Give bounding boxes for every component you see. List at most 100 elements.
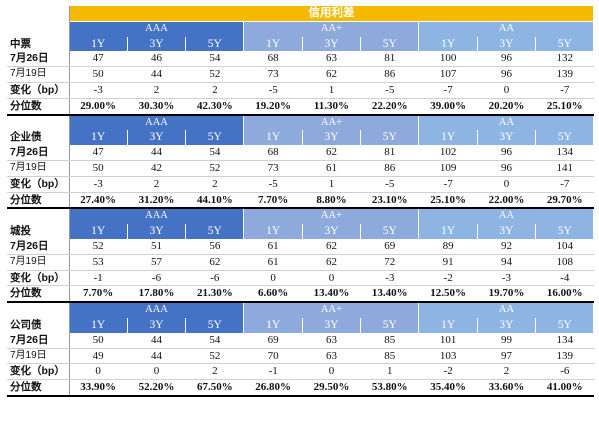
value-cell: 85: [360, 348, 420, 365]
tenor-header-row: 公司债 1Y 3Y 5Y 1Y 3Y 5Y 1Y 3Y 5Y: [7, 317, 595, 333]
rating-header: AA+: [243, 302, 420, 318]
value-cell: 52: [185, 348, 245, 365]
value-cell: 97: [477, 348, 537, 365]
value-cell: 50: [69, 332, 128, 349]
row-label: 变化（bp）: [7, 176, 70, 193]
value-cell: 100: [418, 51, 478, 68]
value-cell: 47: [69, 51, 128, 68]
rating-header: AA: [418, 21, 595, 37]
tenor-header-row: 中票 1Y 3Y 5Y 1Y 3Y 5Y 1Y 3Y 5Y: [7, 36, 595, 52]
value-cell: 96: [477, 160, 537, 177]
value-cell: 42: [127, 160, 187, 177]
value-cell: 69: [360, 238, 420, 255]
section-name: 城投: [7, 224, 70, 239]
tenor-header: 3Y: [302, 317, 362, 333]
value-cell: 31.20%: [127, 191, 187, 210]
value-cell: 52: [69, 238, 128, 255]
value-cell: -7: [418, 82, 478, 99]
value-cell: -2: [418, 270, 478, 287]
section-header-blank-cell: [7, 302, 70, 318]
value-cell: 139: [535, 66, 595, 83]
row-change-bp: 变化（bp） -3 2 2 -5 1 -5 -7 0 -7: [7, 176, 595, 193]
value-cell: 20.20%: [477, 97, 537, 116]
section-name: 中票: [7, 36, 70, 52]
value-cell: 62: [185, 254, 245, 271]
rating-header-row: AAA AA+ AA: [7, 114, 595, 131]
value-cell: 89: [418, 238, 478, 255]
rating-header: AA: [418, 302, 595, 318]
value-cell: 61: [243, 238, 303, 255]
row-label: 7月26日: [7, 51, 70, 68]
tenor-header: 5Y: [535, 36, 595, 52]
rating-header-row: AAA AA+ AA: [7, 21, 595, 37]
value-cell: 57: [127, 254, 187, 271]
tenor-header: 5Y: [360, 36, 420, 52]
value-cell: 44.10%: [185, 191, 245, 210]
value-cell: 103: [418, 348, 478, 365]
value-cell: 104: [535, 238, 595, 255]
value-cell: 134: [535, 145, 595, 161]
value-cell: -5: [243, 176, 303, 193]
tenor-header: 3Y: [127, 224, 187, 239]
value-cell: 53: [69, 254, 128, 271]
rating-header: AA+: [243, 21, 420, 37]
row-label: 分位数: [7, 191, 70, 210]
value-cell: 72: [360, 254, 420, 271]
value-cell: 91: [418, 254, 478, 271]
row-label: 分位数: [7, 379, 70, 397]
value-cell: -2: [418, 363, 478, 381]
row-label: 变化（bp）: [7, 363, 70, 381]
row-label: 7月26日: [7, 332, 70, 349]
value-cell: -3: [477, 270, 537, 287]
row-jul26: 7月26日 47 44 54 68 62 81 102 96 134: [7, 145, 595, 161]
value-cell: 51: [127, 238, 187, 255]
value-cell: 17.80%: [127, 285, 187, 304]
value-cell: -6: [127, 270, 187, 287]
value-cell: 99: [477, 332, 537, 349]
tenor-header: 3Y: [477, 317, 537, 333]
value-cell: -4: [535, 270, 595, 287]
value-cell: 56: [185, 238, 245, 255]
row-percentile: 分位数 33.90% 52.20% 67.50% 26.80% 29.50% 53.80% 3…: [7, 379, 595, 397]
tenor-header: 1Y: [69, 130, 128, 146]
rating-header-row: AAA AA+ AA: [7, 302, 595, 318]
value-cell: 109: [418, 160, 478, 177]
tenor-header: 5Y: [360, 224, 420, 239]
value-cell: 94: [477, 254, 537, 271]
row-jul19: 7月19日 50 44 52 73 62 86 107 96 139: [7, 66, 595, 83]
value-cell: 68: [243, 145, 303, 161]
value-cell: 107: [418, 66, 478, 83]
row-label: 7月19日: [7, 254, 70, 271]
value-cell: 19.70%: [477, 285, 537, 304]
value-cell: 2: [127, 82, 187, 99]
value-cell: 22.00%: [477, 191, 537, 210]
value-cell: -5: [243, 82, 303, 99]
row-percentile: 分位数 29.00% 30.30% 42.30% 19.20% 11.30% 22.20% 3…: [7, 97, 595, 116]
value-cell: 62: [302, 254, 362, 271]
value-cell: 33.90%: [69, 379, 128, 397]
value-cell: 54: [185, 51, 245, 68]
value-cell: -1: [243, 363, 303, 381]
row-percentile: 分位数 7.70% 17.80% 21.30% 6.60% 13.40% 13.40% 12.…: [7, 285, 595, 304]
tenor-header: 1Y: [243, 224, 303, 239]
value-cell: 49: [69, 348, 128, 365]
tenor-header: 3Y: [127, 317, 187, 333]
value-cell: 0: [477, 82, 537, 99]
value-cell: 42.30%: [185, 97, 245, 116]
value-cell: 7.70%: [69, 285, 128, 304]
title-row: 信用利差: [7, 6, 595, 22]
value-cell: 85: [360, 332, 420, 349]
value-cell: -6: [535, 363, 595, 381]
section-name: 公司债: [7, 317, 70, 333]
tenor-header: 3Y: [127, 130, 187, 146]
value-cell: 52: [185, 160, 245, 177]
value-cell: 63: [302, 348, 362, 365]
value-cell: 35.40%: [418, 379, 478, 397]
value-cell: 101: [418, 332, 478, 349]
tenor-header: 1Y: [418, 317, 478, 333]
value-cell: 141: [535, 160, 595, 177]
value-cell: 23.10%: [360, 191, 420, 210]
value-cell: -5: [360, 176, 420, 193]
value-cell: 92: [477, 238, 537, 255]
value-cell: 2: [185, 363, 245, 381]
